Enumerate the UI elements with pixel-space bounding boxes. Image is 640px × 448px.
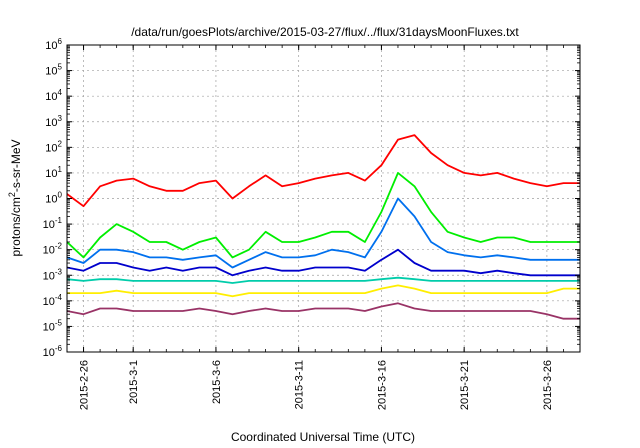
x-tick-label: 2015-3-1 <box>128 360 140 404</box>
chart-title: /data/run/goesPlots/archive/2015-03-27/f… <box>131 25 519 39</box>
y-tick-label: 10-3 <box>43 267 63 282</box>
series-line-0 <box>67 134 580 208</box>
x-tick-labels: 2015-2-26 2015-3-1 2015-3-6 2015-3-11 2015-3… <box>79 360 554 410</box>
y-tick-label: 104 <box>45 88 62 103</box>
y-tick-label: 106 <box>45 37 62 52</box>
series-line-5 <box>67 284 580 298</box>
ticks <box>67 44 580 353</box>
x-tick-label: 2015-3-21 <box>459 360 471 410</box>
series-line-6 <box>67 302 580 320</box>
series-line-4 <box>67 276 580 284</box>
y-tick-label: 10-5 <box>43 318 63 333</box>
x-tick-label: 2015-3-11 <box>294 360 306 409</box>
y-tick-label: 103 <box>45 114 62 129</box>
y-tick-label: 10-6 <box>43 344 63 359</box>
grid <box>67 45 580 352</box>
y-tick-label: 105 <box>45 63 62 78</box>
y-tick-label: 10-2 <box>43 242 63 257</box>
y-axis-label: protons/cm2-s-sr-MeV <box>7 139 23 256</box>
x-tick-label: 2015-3-16 <box>376 360 388 410</box>
series-line-1 <box>67 171 580 259</box>
y-tick-label: 10-4 <box>43 293 63 308</box>
x-tick-label: 2015-3-6 <box>211 360 223 404</box>
series-line-2 <box>67 197 580 269</box>
y-tick-label: 102 <box>45 139 62 154</box>
y-tick-label: 101 <box>45 165 62 180</box>
series-layer <box>67 134 580 320</box>
y-tick-label: 100 <box>45 191 62 206</box>
x-tick-label: 2015-3-26 <box>542 360 554 410</box>
series-line-3 <box>67 248 580 277</box>
y-tick-label: 10-1 <box>43 216 63 231</box>
y-tick-labels: 10-6 10-5 10-4 10-3 10-2 10-1 100 101 102 103 104 1… <box>43 37 63 359</box>
x-axis-label: Coordinated Universal Time (UTC) <box>231 430 415 444</box>
x-tick-label: 2015-2-26 <box>79 360 91 410</box>
